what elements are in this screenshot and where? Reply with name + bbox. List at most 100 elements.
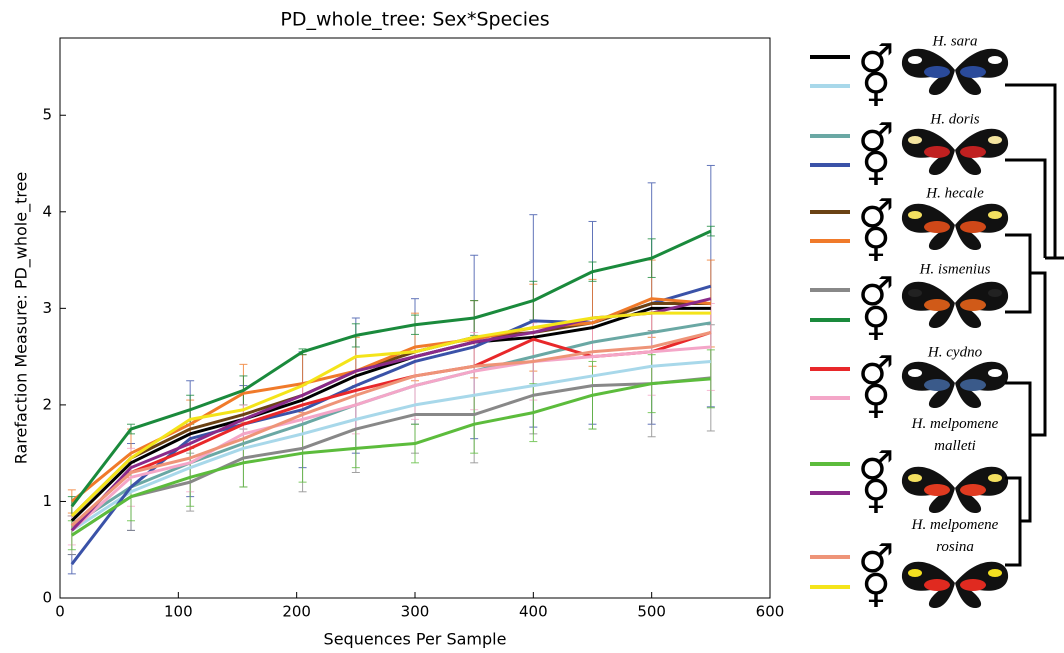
series-line <box>70 297 711 503</box>
legend-symbol: ♂ <box>858 115 894 161</box>
species-label: H. sara <box>931 33 977 49</box>
y-tick-label: 5 <box>42 106 52 124</box>
series-line <box>70 345 711 532</box>
wing <box>928 150 955 175</box>
butterfly <box>901 466 1009 513</box>
wing <box>928 583 955 608</box>
species-label: H. doris <box>929 111 979 127</box>
wing-patch <box>988 569 1002 577</box>
species-label: H. melpomene rosina <box>911 517 999 555</box>
series-line <box>71 376 711 537</box>
wing <box>928 488 955 513</box>
series-line <box>71 377 711 537</box>
tree-branch <box>1020 478 1032 523</box>
y-tick-label: 1 <box>42 492 52 510</box>
series-line <box>70 229 712 508</box>
wing-patch <box>908 289 922 297</box>
legend-symbol: ♀ <box>861 299 890 345</box>
series-line <box>71 359 711 532</box>
butterfly <box>901 561 1009 608</box>
wing-patch <box>960 579 986 591</box>
wing-patch <box>960 299 986 311</box>
x-tick-label: 600 <box>756 603 785 621</box>
x-tick-label: 400 <box>519 603 548 621</box>
phylogeny <box>1005 83 1064 567</box>
species-label: H. cydno <box>927 344 983 360</box>
wing <box>955 303 982 328</box>
wing <box>928 225 955 250</box>
wing <box>928 70 955 95</box>
tree-branch <box>1005 381 1032 478</box>
wing-patch <box>988 289 1002 297</box>
legend-symbol: ♀ <box>861 65 890 111</box>
y-tick-label: 0 <box>42 589 52 607</box>
wing-patch <box>988 369 1002 377</box>
series-line <box>70 311 711 518</box>
wing-patch <box>908 474 922 482</box>
wing-patch <box>960 379 986 391</box>
x-tick-label: 200 <box>282 603 311 621</box>
x-tick-label: 300 <box>401 603 430 621</box>
y-axis-label: Rarefaction Measure: PD_whole_tree <box>12 172 32 465</box>
wing-patch <box>924 484 950 496</box>
wing-patch <box>988 211 1002 219</box>
wing-patch <box>960 484 986 496</box>
tree-branch <box>1030 271 1047 437</box>
wing-patch <box>908 136 922 144</box>
wing-patch <box>908 369 922 377</box>
tree-branch <box>1005 158 1047 258</box>
wing-patch <box>908 569 922 577</box>
plot-area: 0 100 200 300 400 500 600 0 1 2 3 4 5 <box>42 37 785 621</box>
wing-patch <box>908 211 922 219</box>
y-tick-label: 4 <box>42 202 52 220</box>
wing-patch <box>988 56 1002 64</box>
wing-patch <box>924 221 950 233</box>
legend-symbol: ♀ <box>861 472 890 518</box>
wing-patch <box>924 66 950 78</box>
wing <box>955 383 982 408</box>
butterfly <box>901 361 1009 408</box>
species-label: H. hecale <box>925 185 984 201</box>
x-tick-label: 0 <box>55 603 65 621</box>
wing-patch <box>924 146 950 158</box>
legend-symbol: ♀ <box>861 144 890 190</box>
chart-title: PD_whole_tree: Sex*Species <box>280 9 549 31</box>
series-line <box>70 306 711 522</box>
legend-symbol: ♂ <box>858 191 894 237</box>
legend-symbol: ♀ <box>861 566 890 612</box>
species-label: H. melpomene malleti <box>911 416 999 454</box>
wing-patch <box>960 221 986 233</box>
x-tick-label: 100 <box>164 603 193 621</box>
series-line <box>70 331 712 527</box>
wing <box>955 150 982 175</box>
wing-patch <box>960 146 986 158</box>
legend-symbol: ♂ <box>858 443 894 489</box>
y-tick-label: 3 <box>42 299 52 317</box>
species-label: H. ismenius <box>919 261 991 277</box>
wing <box>955 225 982 250</box>
x-axis-label: Sequences Per Sample <box>324 630 507 649</box>
wing-patch <box>924 579 950 591</box>
butterfly <box>901 128 1009 175</box>
wing-patch <box>988 136 1002 144</box>
wing <box>955 70 982 95</box>
wing <box>928 303 955 328</box>
wing <box>955 488 982 513</box>
y-tick-label: 2 <box>42 395 52 413</box>
wing <box>928 383 955 408</box>
legend-symbol: ♀ <box>861 377 890 423</box>
wing-patch <box>908 56 922 64</box>
wing-patch <box>960 66 986 78</box>
butterfly <box>901 48 1009 95</box>
wing-patch <box>988 474 1002 482</box>
legend-symbol: ♂ <box>858 269 894 315</box>
wing-patch <box>924 299 950 311</box>
butterfly <box>901 203 1009 250</box>
legend-symbol: ♂ <box>858 36 894 82</box>
butterfly <box>901 281 1009 328</box>
x-tick-label: 500 <box>637 603 666 621</box>
wing-patch <box>924 379 950 391</box>
legend-symbol: ♂ <box>858 536 894 582</box>
